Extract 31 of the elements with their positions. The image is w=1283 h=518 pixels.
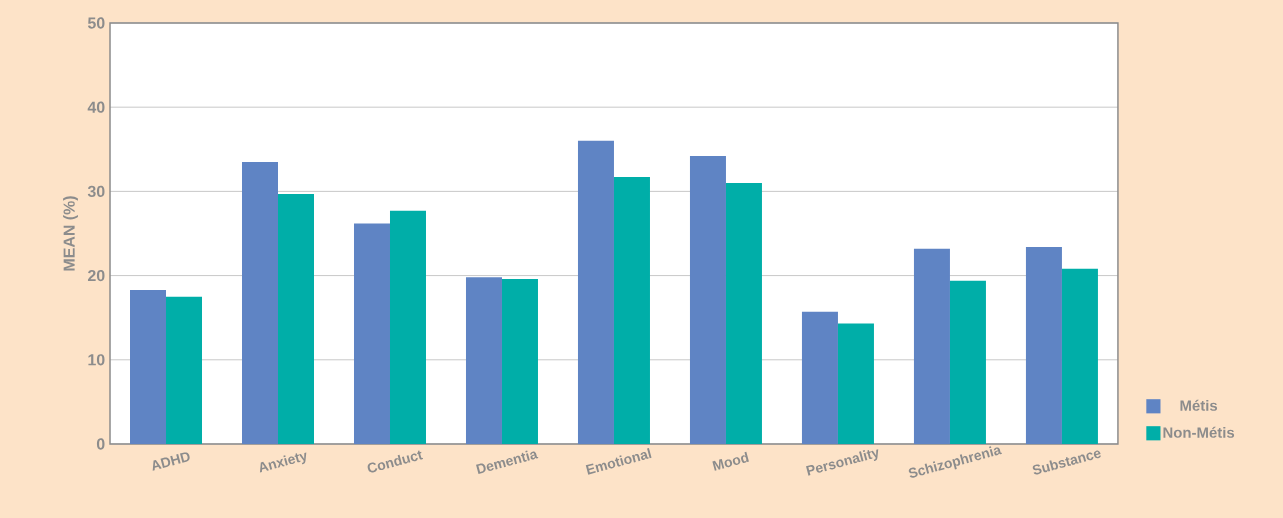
- bar: [389, 210, 426, 444]
- bar: [837, 323, 874, 444]
- y-tick-label: 40: [87, 101, 105, 113]
- bar: [465, 277, 502, 444]
- bar: [613, 177, 650, 444]
- bar: [949, 280, 986, 444]
- x-tick-label: ADHD: [152, 452, 190, 471]
- legend-label: Métis: [1180, 399, 1218, 411]
- bar: [166, 296, 203, 444]
- y-axis-title: MEAN (%): [63, 196, 78, 271]
- bar: [689, 156, 726, 444]
- x-tick-label: Anxiety: [259, 452, 307, 473]
- bar: [577, 140, 614, 444]
- y-tick-label: 30: [87, 185, 105, 198]
- bar: [801, 311, 838, 444]
- y-tick-label: 10: [88, 354, 105, 366]
- y-tick-label: 0: [96, 438, 105, 450]
- bar: [1061, 268, 1098, 444]
- bar: [242, 161, 278, 444]
- y-tick-label: 50: [87, 17, 105, 29]
- bar: [130, 289, 167, 444]
- bar: [353, 223, 390, 444]
- bar: [1025, 246, 1062, 444]
- bar: [278, 193, 314, 444]
- bar: [725, 182, 762, 444]
- bar: [913, 248, 950, 444]
- y-tick-label: 20: [87, 269, 105, 282]
- bar: [501, 278, 538, 444]
- legend-label: Non-Métis: [1163, 426, 1235, 438]
- x-tick-label: Conduct: [367, 450, 424, 473]
- x-tick-label: Mood: [712, 451, 749, 471]
